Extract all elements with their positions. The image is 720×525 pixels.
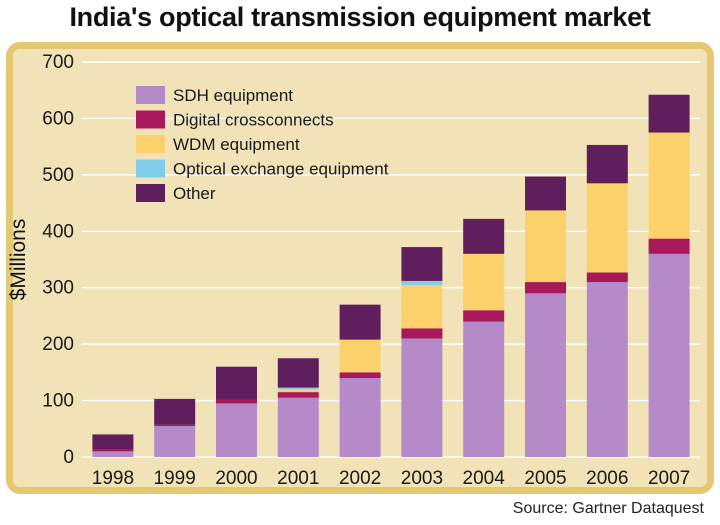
x-axis: 1998 1999 2000 2001 2002 2003 2004 2005 2006 2007 (92, 468, 690, 489)
x-tick-label-2002: 2002 (339, 468, 381, 489)
bar-2000-sdh-equipment (216, 403, 257, 457)
bar-2005-digital-crossconnects (525, 282, 566, 294)
legend-label-1: Digital crossconnects (173, 111, 334, 130)
legend-swatch-4 (136, 184, 165, 202)
y-axis-label: $Millions (7, 219, 30, 301)
legend-swatch-1 (136, 110, 165, 129)
bar-2005-wdm-equipment (525, 210, 566, 283)
y-tick-label-400: 400 (42, 221, 74, 242)
x-tick-label-1999: 1999 (154, 468, 196, 489)
bar-2001-sdh-equipment (277, 397, 319, 457)
y-tick-label-0: 0 (63, 447, 74, 468)
legend-label-3: Optical exchange equipment (173, 160, 389, 179)
x-tick-label-1998: 1998 (92, 468, 134, 489)
y-tick-label-200: 200 (42, 334, 74, 355)
x-tick-label-2005: 2005 (524, 468, 566, 489)
legend-swatch-3 (136, 159, 165, 178)
bar-2007-sdh-equipment (648, 253, 690, 457)
bar-2002-sdh-equipment (339, 378, 381, 457)
bar-2002-other (339, 304, 381, 340)
bar-2005-other (525, 176, 566, 211)
legend: SDH equipment Digital crossconnects WDM eq… (136, 86, 389, 203)
bar-2006-wdm-equipment (586, 183, 628, 273)
bar-2003-optical-exchange-equipment (401, 280, 443, 285)
x-tick-label-2001: 2001 (277, 468, 319, 489)
bar-2001-digital-crossconnects (277, 392, 319, 398)
bar-2007-other (648, 94, 690, 133)
bar-2001-other (277, 358, 319, 388)
y-tick-label-500: 500 (42, 165, 74, 186)
bar-1999-other (154, 398, 196, 425)
bar-2006-digital-crossconnects (586, 272, 628, 283)
chart-title: India's optical transmission equipment m… (69, 2, 651, 32)
bar-2003-digital-crossconnects (401, 328, 443, 339)
bar-2000-digital-crossconnects (216, 399, 257, 404)
bar-2003-sdh-equipment (401, 338, 443, 457)
y-axis: 0 100 200 300 400 500 600 700 (42, 52, 74, 468)
bar-1999-sdh-equipment (154, 425, 196, 457)
x-tick-label-2007: 2007 (648, 468, 690, 489)
legend-swatch-0 (136, 86, 165, 104)
bar-2004-sdh-equipment (463, 321, 505, 457)
bar-2005-sdh-equipment (525, 293, 566, 457)
bars (92, 94, 690, 457)
y-tick-label-600: 600 (42, 108, 74, 129)
bar-2004-wdm-equipment (463, 253, 505, 311)
x-tick-label-2000: 2000 (215, 468, 257, 489)
bar-2003-other (401, 247, 443, 281)
legend-label-0: SDH equipment (173, 86, 293, 105)
bar-2001-optical-exchange-equipment (277, 387, 319, 390)
source-note: Source: Gartner Dataquest (512, 500, 704, 517)
bar-2007-wdm-equipment (648, 132, 690, 239)
y-tick-label-300: 300 (42, 278, 74, 299)
bar-2002-wdm-equipment (339, 339, 381, 373)
bar-2006-sdh-equipment (586, 282, 628, 457)
legend-swatch-2 (136, 135, 165, 153)
bar-1999-digital-crossconnects (154, 424, 196, 426)
bar-2003-wdm-equipment (401, 284, 443, 329)
y-tick-label-700: 700 (42, 52, 74, 73)
x-tick-label-2004: 2004 (463, 468, 506, 489)
bar-1998-sdh-equipment (92, 451, 134, 457)
bar-2006-other (586, 144, 628, 184)
bar-2001-wdm-equipment (277, 389, 319, 393)
x-tick-label-2003: 2003 (401, 468, 443, 489)
legend-label-2: WDM equipment (173, 135, 300, 154)
legend-label-4: Other (173, 184, 216, 203)
y-tick-label-100: 100 (42, 391, 74, 412)
bar-1998-digital-crossconnects (92, 449, 134, 452)
bar-2004-digital-crossconnects (463, 310, 505, 322)
bar-2004-other (463, 218, 505, 254)
bar-1998-other (92, 434, 134, 450)
bar-2000-other (216, 366, 257, 400)
bar-2002-digital-crossconnects (339, 372, 381, 378)
bar-2007-digital-crossconnects (648, 238, 690, 254)
x-tick-label-2006: 2006 (586, 468, 628, 489)
